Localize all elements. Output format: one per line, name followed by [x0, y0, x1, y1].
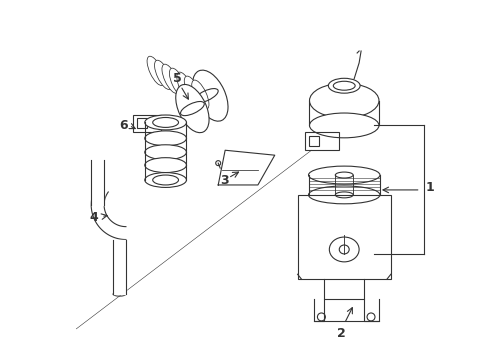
Ellipse shape [309, 166, 380, 184]
Text: 3: 3 [220, 174, 229, 186]
Text: 2: 2 [337, 327, 346, 340]
Polygon shape [91, 160, 104, 205]
Polygon shape [91, 184, 126, 239]
Ellipse shape [145, 115, 187, 130]
Text: 5: 5 [172, 72, 181, 85]
Text: 6: 6 [119, 119, 127, 132]
Ellipse shape [192, 80, 209, 109]
Bar [222, 172, 237, 182]
Text: 4: 4 [89, 211, 98, 224]
Ellipse shape [193, 70, 228, 121]
Bar [310, 136, 319, 146]
Bar [133, 114, 161, 132]
Ellipse shape [176, 85, 209, 133]
Ellipse shape [310, 113, 379, 138]
Ellipse shape [147, 56, 164, 85]
Ellipse shape [177, 72, 194, 101]
Bar [137, 118, 147, 129]
Text: 1: 1 [426, 181, 434, 194]
Ellipse shape [309, 186, 380, 204]
Ellipse shape [145, 145, 187, 159]
Ellipse shape [145, 158, 187, 172]
Ellipse shape [154, 60, 172, 89]
Ellipse shape [162, 64, 179, 93]
Ellipse shape [184, 76, 201, 105]
Ellipse shape [310, 83, 379, 118]
Ellipse shape [145, 131, 187, 146]
Ellipse shape [328, 78, 360, 93]
Bar [297, 195, 391, 279]
Bar [305, 132, 339, 150]
Ellipse shape [145, 172, 187, 188]
Polygon shape [218, 150, 275, 185]
Ellipse shape [170, 68, 187, 97]
Polygon shape [113, 239, 126, 294]
Ellipse shape [113, 292, 126, 296]
